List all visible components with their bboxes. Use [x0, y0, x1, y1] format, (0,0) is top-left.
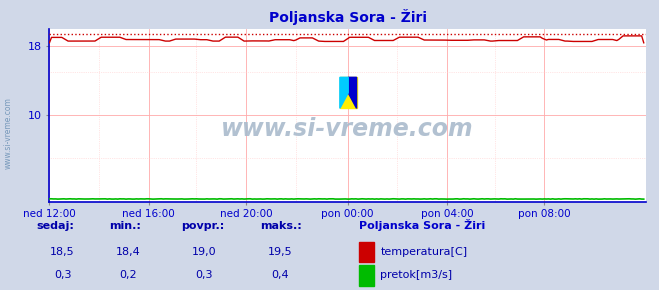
Text: 0,2: 0,2 — [120, 270, 137, 280]
Text: www.si-vreme.com: www.si-vreme.com — [221, 117, 474, 141]
Text: 19,5: 19,5 — [268, 247, 293, 257]
Text: min.:: min.: — [109, 221, 140, 231]
Text: www.si-vreme.com: www.si-vreme.com — [3, 97, 13, 169]
Text: maks.:: maks.: — [260, 221, 302, 231]
Text: Poljanska Sora - Žiri: Poljanska Sora - Žiri — [359, 219, 486, 231]
Text: povpr.:: povpr.: — [181, 221, 225, 231]
Text: 0,3: 0,3 — [54, 270, 71, 280]
Text: temperatura[C]: temperatura[C] — [380, 247, 467, 257]
Text: 18,5: 18,5 — [50, 247, 75, 257]
Text: pretok[m3/s]: pretok[m3/s] — [380, 270, 452, 280]
Text: 18,4: 18,4 — [116, 247, 141, 257]
Text: 19,0: 19,0 — [192, 247, 217, 257]
Polygon shape — [340, 77, 348, 108]
Text: sedaj:: sedaj: — [36, 221, 74, 231]
Polygon shape — [340, 77, 357, 108]
Polygon shape — [348, 77, 357, 108]
Text: 0,4: 0,4 — [272, 270, 289, 280]
Title: Poljanska Sora - Žiri: Poljanska Sora - Žiri — [269, 9, 426, 25]
Text: 0,3: 0,3 — [196, 270, 213, 280]
